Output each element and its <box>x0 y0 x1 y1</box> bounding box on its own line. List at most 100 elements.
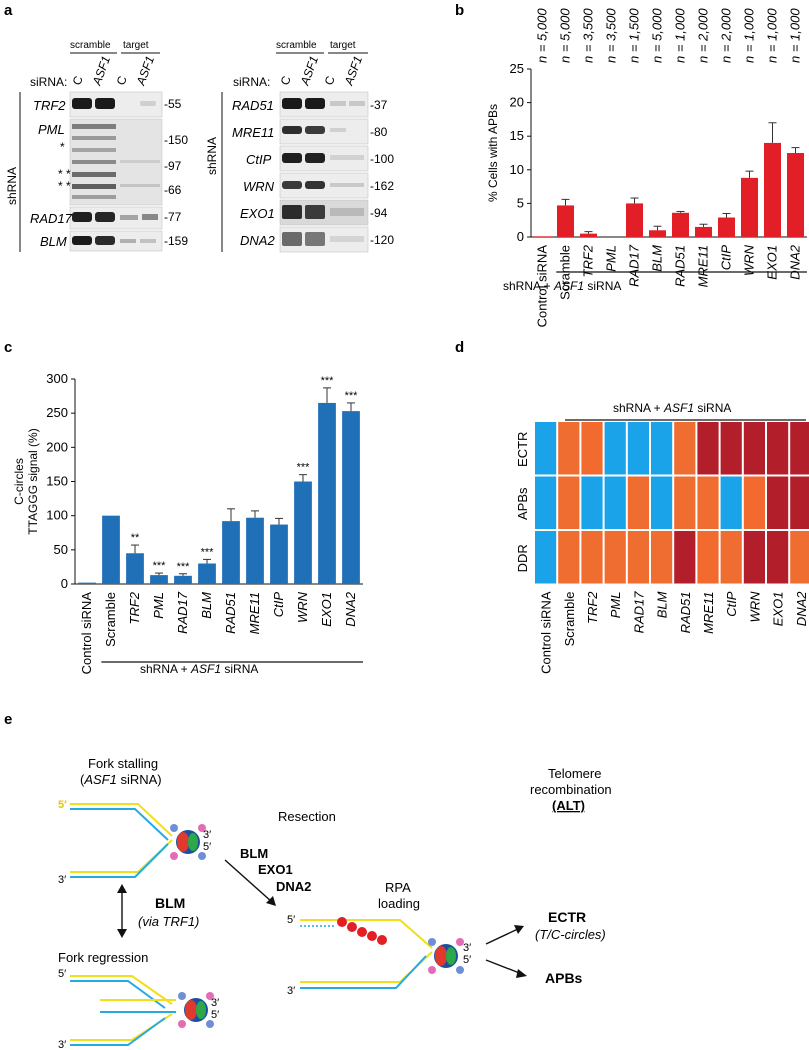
replisome-right-3prime: 3′ <box>463 942 471 954</box>
c-bar <box>342 411 360 584</box>
panel-e-model-diagram: Fork stalling (ASF1 siRNA) 5′ 3′ 3′ 5′ B… <box>58 756 612 1050</box>
heatmap-cell <box>604 531 626 584</box>
left-shrna-label: shRNA <box>5 167 19 205</box>
panel-a-western-blots: scramble target siRNA: C ASF1 C ASF1 shR… <box>5 40 394 253</box>
heatmap-cell <box>743 531 765 584</box>
heatmap-cell <box>558 476 580 529</box>
b-bar <box>786 153 805 237</box>
c-category-label: DNA2 <box>343 591 358 626</box>
right-lane-1: C <box>278 74 294 87</box>
panel-b-label: b <box>455 2 464 19</box>
c-bar <box>126 553 144 584</box>
c-ytick-label: 50 <box>54 542 68 557</box>
c-bar <box>294 481 312 584</box>
c-bar <box>318 402 336 584</box>
b-category-label: Control siRNA <box>535 245 550 328</box>
heatmap-cell <box>790 531 809 584</box>
rpa-beads <box>337 917 387 945</box>
resected-5prime: 5′ <box>287 914 295 926</box>
replisome-mid-3prime: 3′ <box>211 997 219 1009</box>
replisome-right-icon <box>428 938 464 974</box>
left-kda-159: -159 <box>164 234 188 248</box>
fork-stalling-subtitle: (ASF1 siRNA) <box>80 772 162 787</box>
b-category-label: PML <box>604 245 619 272</box>
c-ytick-label: 300 <box>46 371 68 386</box>
right-sirna-label: siRNA: <box>233 75 270 89</box>
fork-stalling-title: Fork stalling <box>88 756 158 771</box>
panel-c-label: c <box>4 339 12 356</box>
heatmap-group-label: shRNA + ASF1 siRNA <box>613 401 731 415</box>
right-kda-162: -162 <box>370 179 394 193</box>
right-row-wrn: WRN <box>243 179 275 194</box>
b-bar <box>625 203 644 237</box>
b-category-label: CtIP <box>719 245 734 271</box>
heatmap-row-label: ECTR <box>515 432 530 467</box>
b-ytick-label: 20 <box>510 95 524 110</box>
right-header-target: target <box>330 40 356 51</box>
b-n-label: n = 1,000 <box>742 8 757 63</box>
left-sirna-label: siRNA: <box>30 75 67 89</box>
b-category-label: EXO1 <box>765 245 780 280</box>
heatmap-cell <box>535 476 557 529</box>
asterisk-5: * <box>66 179 71 193</box>
left-lane-2: ASF1 <box>89 54 113 88</box>
right-row-rad51: RAD51 <box>232 98 274 113</box>
c-bar <box>78 582 96 584</box>
chart-c-group-label: shRNA + ASF1 siRNA <box>140 662 258 676</box>
replisome-middle-icon <box>178 992 214 1028</box>
heatmap-cell <box>581 476 603 529</box>
left-kda-77: -77 <box>164 210 182 224</box>
right-row-mre11: MRE11 <box>232 125 274 140</box>
left-lane-4: ASF1 <box>133 54 157 88</box>
c-ylabel-line1: C-circles <box>12 458 26 505</box>
asterisk-2: * <box>58 167 63 181</box>
heatmap-cell <box>743 476 765 529</box>
c-bar <box>270 524 288 584</box>
via-trf1-label: (via TRF1) <box>138 914 199 929</box>
enzyme-dna2: DNA2 <box>276 879 311 894</box>
fork-5prime-top: 5′ <box>58 799 67 811</box>
c-category-label: TRF2 <box>127 591 142 624</box>
fork-regression-title: Fork regression <box>58 950 148 965</box>
heatmap-cell <box>651 531 673 584</box>
b-bar <box>556 205 575 237</box>
heatmap-cell <box>697 422 719 475</box>
right-row-ctip: CtIP <box>246 152 272 167</box>
enzyme-blm: BLM <box>240 846 268 861</box>
b-category-label: TRF2 <box>581 244 596 277</box>
c-bar <box>174 575 192 584</box>
c-significance: *** <box>345 390 359 402</box>
left-lane-3: C <box>114 74 130 87</box>
c-bar <box>246 517 264 584</box>
c-ytick-label: 150 <box>46 474 68 489</box>
heatmap-cell <box>627 476 649 529</box>
blm-regression-label: BLM <box>155 895 185 911</box>
heatmap-column-label: Control siRNA <box>539 591 554 674</box>
heatmap-cell <box>790 422 809 475</box>
c-category-label: CtIP <box>271 592 286 618</box>
heatmap-column-label: BLM <box>655 591 670 618</box>
heatmap-cell <box>767 422 789 475</box>
c-ytick-label: 250 <box>46 405 68 420</box>
replisome-right-5prime: 5′ <box>463 954 471 966</box>
b-bar <box>763 142 782 237</box>
heatmap-cell <box>697 531 719 584</box>
b-n-label: n = 1,000 <box>765 8 780 63</box>
heatmap-cell <box>581 422 603 475</box>
c-category-label: RAD17 <box>175 591 190 634</box>
b-category-label: MRE11 <box>696 245 711 287</box>
fork-3prime-bottom: 3′ <box>58 874 66 886</box>
replisome-top-icon <box>170 824 206 860</box>
b-n-label: n = 3,500 <box>581 8 596 63</box>
c-significance: *** <box>153 560 167 572</box>
c-bar <box>198 563 216 584</box>
right-lane-4: ASF1 <box>341 54 365 88</box>
heatmap-cell <box>674 476 696 529</box>
b-category-label: WRN <box>742 244 757 276</box>
panel-d-label: d <box>455 339 464 356</box>
heatmap-cell <box>581 531 603 584</box>
heatmap-cell <box>767 476 789 529</box>
b-category-label: BLM <box>650 245 665 272</box>
c-category-label: EXO1 <box>319 592 334 627</box>
